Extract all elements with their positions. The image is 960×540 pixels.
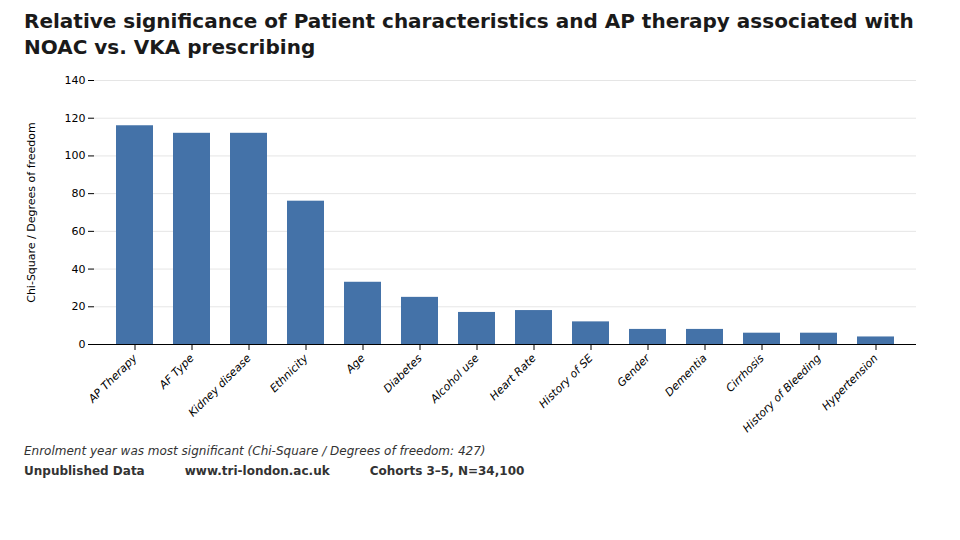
- html-text:Enrolment year was most signif: Enrolment year was most significant (Chi…: [24, 444, 486, 458]
- svg-text:AF Type: AF Type: [156, 352, 197, 393]
- html-text:Cohorts 3–5, N=34,100: Cohorts 3–5, N=34,100: [369, 464, 525, 478]
- svg-text:Kidney disease: Kidney disease: [186, 352, 254, 420]
- svg-text:History of SE: History of SE: [536, 352, 595, 411]
- svg-text:40: 40: [72, 263, 86, 276]
- svg-text:Alcohol use: Alcohol use: [427, 352, 482, 407]
- svg-text:AP Therapy: AP Therapy: [85, 351, 140, 406]
- svg-text:140: 140: [65, 74, 86, 87]
- svg-text:120: 120: [65, 112, 86, 125]
- svg-text:Cirrhosis: Cirrhosis: [723, 352, 766, 395]
- svg-text:Gender: Gender: [615, 351, 654, 390]
- html-text:Relative significance of Patie: Relative significance of Patient charact…: [24, 9, 914, 59]
- svg-text:60: 60: [72, 225, 86, 238]
- svg-text:100: 100: [65, 149, 86, 162]
- svg-text:Ethnicity: Ethnicity: [267, 351, 311, 395]
- svg-text:Chi-Square / Degrees of freedo: Chi-Square / Degrees of freedom: [25, 122, 38, 303]
- svg-text:20: 20: [72, 300, 86, 313]
- svg-text:Hypertension: Hypertension: [819, 352, 880, 413]
- svg-text:History of Bleeding: History of Bleeding: [740, 352, 823, 435]
- svg-text:0: 0: [79, 338, 86, 351]
- svg-text:Heart Rate: Heart Rate: [487, 352, 538, 403]
- svg-text:Diabetes: Diabetes: [381, 352, 425, 396]
- svg-text:Age: Age: [343, 352, 368, 377]
- html-text:Unpublished Data: Unpublished Data: [24, 464, 145, 478]
- svg-text:80: 80: [72, 187, 86, 200]
- svg-text:Dementia: Dementia: [662, 352, 709, 399]
- html-text:www.tri-london.ac.uk: www.tri-london.ac.uk: [184, 464, 330, 478]
